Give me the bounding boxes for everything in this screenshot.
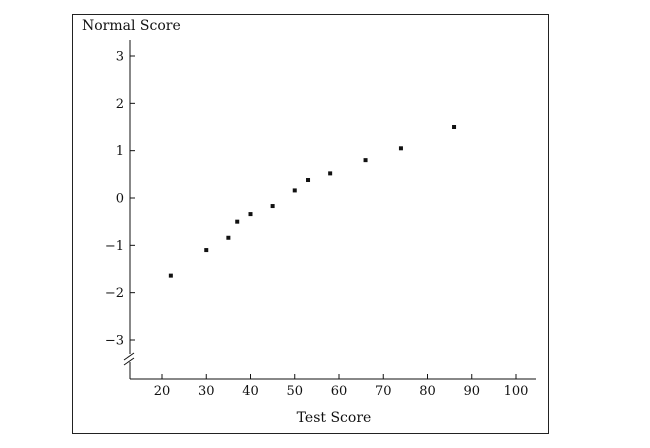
axis-break-mark bbox=[123, 357, 135, 366]
data-point bbox=[235, 219, 240, 224]
y-tick-label: 3 bbox=[116, 50, 124, 65]
data-point bbox=[398, 146, 403, 151]
data-point bbox=[306, 178, 311, 183]
axes bbox=[123, 40, 536, 380]
data-points bbox=[168, 125, 457, 278]
tick-marks: −3 −2 −1 0 1 2 3 20 30 40 50 60 70 80 90 100 bbox=[105, 50, 529, 400]
x-tick-label: 40 bbox=[242, 384, 259, 399]
axis-break-mark bbox=[123, 352, 135, 361]
x-tick-label: 20 bbox=[154, 384, 171, 399]
data-point bbox=[270, 204, 275, 209]
data-point bbox=[248, 212, 253, 217]
y-tick-label: −3 bbox=[105, 334, 124, 349]
data-point bbox=[452, 125, 457, 129]
x-tick-label: 90 bbox=[463, 384, 480, 399]
data-point bbox=[168, 273, 173, 278]
y-tick-label: 2 bbox=[116, 97, 124, 112]
y-axis-title: Normal Score bbox=[82, 18, 181, 34]
x-tick-label: 70 bbox=[375, 384, 392, 399]
data-point bbox=[328, 171, 333, 176]
y-tick-label: −2 bbox=[105, 286, 124, 301]
data-point bbox=[204, 248, 209, 253]
x-tick-label: 100 bbox=[504, 384, 529, 399]
x-tick-label: 50 bbox=[286, 384, 303, 399]
y-tick-label: 1 bbox=[116, 144, 124, 159]
x-tick-label: 80 bbox=[419, 384, 436, 399]
y-tick-label: −1 bbox=[105, 239, 124, 254]
plot-frame bbox=[72, 14, 549, 434]
x-tick-label: 30 bbox=[198, 384, 215, 399]
data-point bbox=[363, 158, 368, 163]
y-tick-label: 0 bbox=[116, 192, 124, 207]
x-tick-label: 60 bbox=[331, 384, 348, 399]
data-point bbox=[226, 235, 231, 240]
x-axis-title: Test Score bbox=[297, 410, 372, 426]
data-point bbox=[292, 188, 297, 193]
